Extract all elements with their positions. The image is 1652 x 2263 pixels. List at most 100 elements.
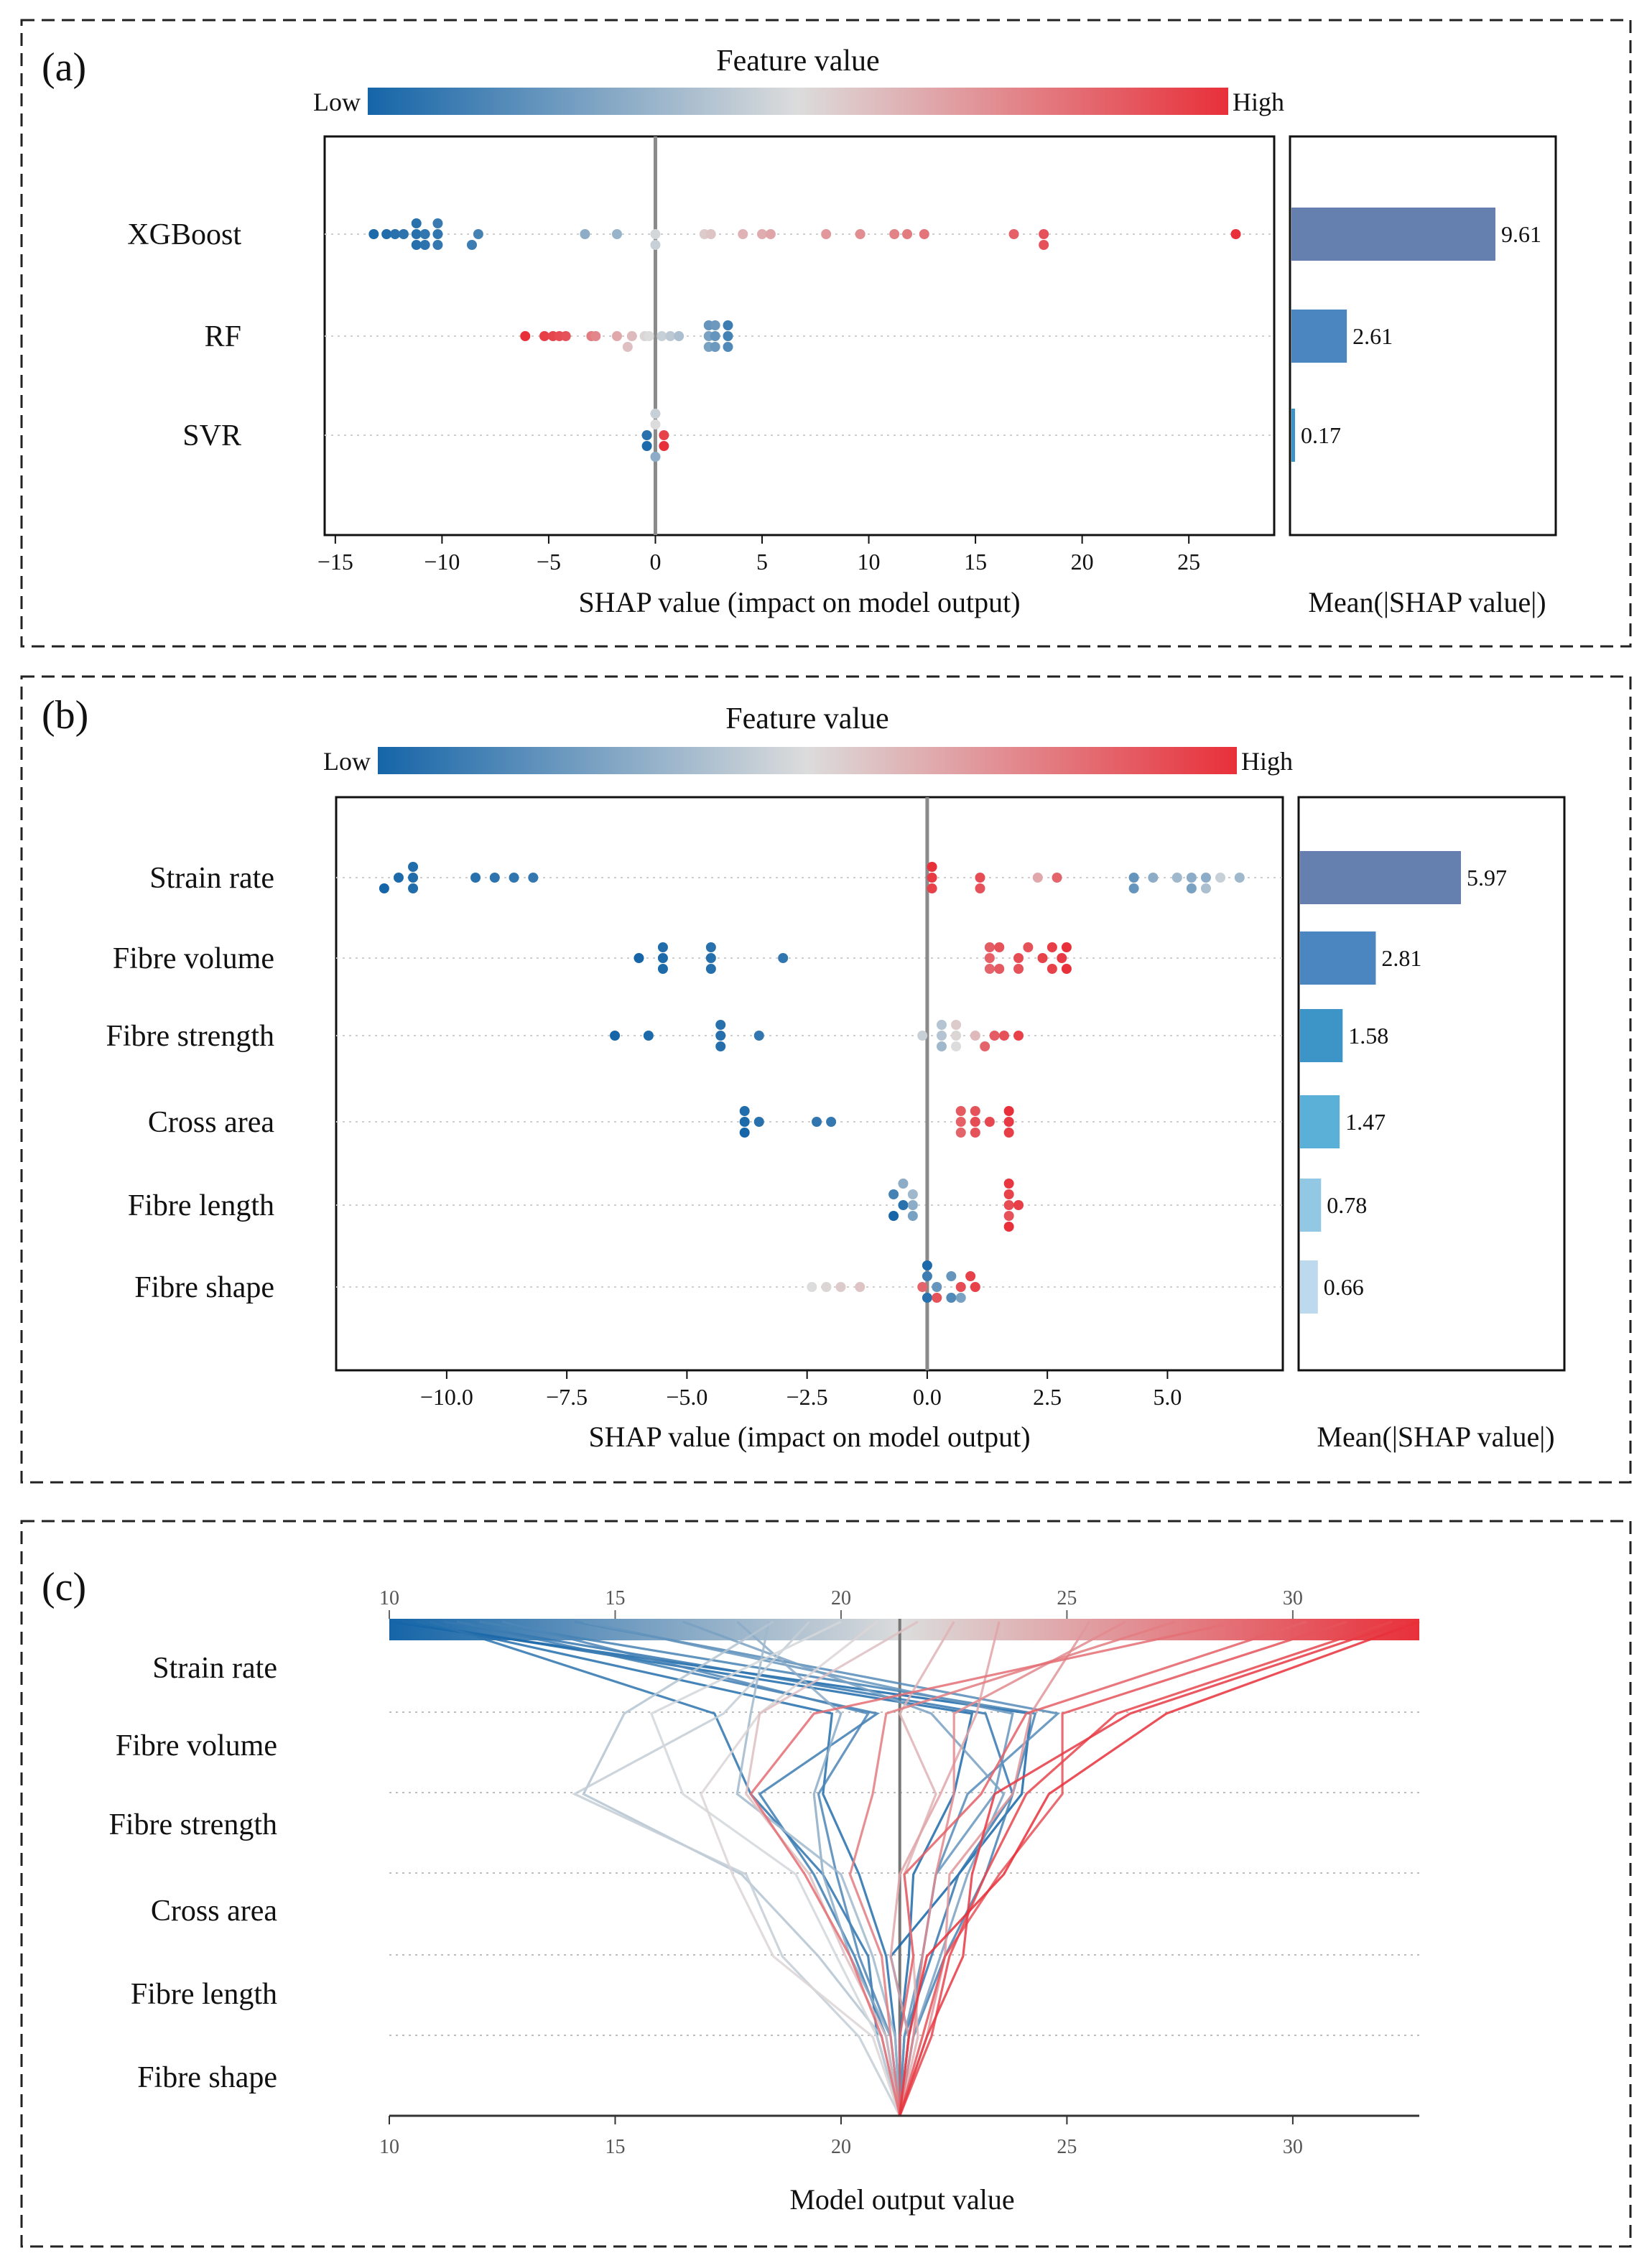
shap-point-cross-area bbox=[970, 1128, 980, 1138]
shap-point-fibre-shape bbox=[917, 1282, 928, 1292]
panel-b-beeswarm: Feature value Low High Strain rate Fibre vol… bbox=[106, 702, 1566, 1453]
shap-point-strain-rate bbox=[1215, 873, 1226, 883]
decision-path bbox=[649, 1620, 901, 2116]
shap-point-strain-rate bbox=[1200, 873, 1211, 883]
shap-point-fibre-volume bbox=[1037, 953, 1048, 963]
x-tick-label: 10 bbox=[858, 549, 881, 575]
x-axis-title: SHAP value (impact on model output) bbox=[578, 586, 1020, 618]
shap-point-fibre-volume bbox=[1061, 942, 1072, 952]
mean-shap-value-fibre-length: 0.78 bbox=[1327, 1192, 1367, 1218]
colorbar-tick-label: 30 bbox=[1283, 1587, 1303, 1609]
shap-point-fibre-strength bbox=[951, 1031, 962, 1041]
shap-point-fibre-length bbox=[898, 1179, 909, 1189]
shap-point-strain-rate bbox=[509, 873, 519, 883]
shap-point-xgboost bbox=[919, 229, 929, 239]
shap-point-rf bbox=[723, 342, 733, 352]
shap-point-fibre-volume bbox=[705, 942, 716, 952]
shap-point-strain-rate bbox=[927, 873, 937, 883]
bar-axis-title: Mean(|SHAP value|) bbox=[1317, 1421, 1554, 1453]
mean-shap-value-cross-area: 1.47 bbox=[1345, 1109, 1386, 1135]
shap-point-fibre-strength bbox=[936, 1020, 947, 1030]
colorbar-title: Feature value bbox=[725, 702, 888, 735]
shap-point-fibre-shape bbox=[922, 1271, 932, 1281]
shap-point-fibre-strength bbox=[980, 1041, 990, 1051]
mean-shap-value-fibre-shape: 0.66 bbox=[1324, 1274, 1364, 1300]
shap-point-rf bbox=[644, 331, 654, 341]
x-tick-label: 5 bbox=[756, 549, 768, 575]
shap-point-strain-rate bbox=[1148, 873, 1159, 883]
shap-point-fibre-shape bbox=[946, 1293, 957, 1303]
shap-point-xgboost bbox=[1008, 229, 1019, 239]
bar-axis-title: Mean(|SHAP value|) bbox=[1308, 586, 1546, 618]
decision-path bbox=[572, 1620, 901, 2116]
shap-point-xgboost bbox=[902, 229, 913, 239]
shap-point-fibre-shape bbox=[965, 1271, 976, 1281]
mean-shap-bar-strain-rate bbox=[1300, 851, 1461, 904]
x-tick-label: 15 bbox=[605, 2136, 625, 2158]
x-tick-label: −5.0 bbox=[666, 1384, 707, 1410]
x-tick-label: −5 bbox=[537, 549, 561, 575]
shap-point-fibre-strength bbox=[715, 1031, 726, 1041]
feature-label-svr: SVR bbox=[182, 419, 241, 452]
x-tick-label: −15 bbox=[317, 549, 353, 575]
shap-point-xgboost bbox=[821, 229, 832, 239]
shap-point-fibre-length bbox=[907, 1211, 918, 1221]
decision-path bbox=[899, 1620, 1420, 2116]
shap-point-cross-area bbox=[1003, 1117, 1014, 1127]
shap-point-strain-rate bbox=[1128, 873, 1139, 883]
shap-point-xgboost bbox=[855, 229, 866, 239]
shap-point-fibre-shape bbox=[955, 1293, 966, 1303]
shap-point-fibre-volume bbox=[657, 942, 668, 952]
shap-point-rf bbox=[611, 331, 622, 341]
mean-shap-bar-rf bbox=[1291, 310, 1347, 363]
mean-shap-value-fibre-strength: 1.58 bbox=[1348, 1023, 1388, 1049]
shap-point-strain-rate bbox=[975, 883, 985, 893]
shap-point-fibre-volume bbox=[984, 942, 995, 952]
shap-point-rf bbox=[560, 331, 571, 341]
shap-point-strain-rate bbox=[1171, 873, 1182, 883]
shap-point-rf bbox=[539, 331, 549, 341]
colorbar-high-label: High bbox=[1241, 747, 1293, 776]
shap-point-fibre-strength bbox=[643, 1031, 654, 1041]
x-tick-label: 30 bbox=[1283, 2136, 1303, 2158]
x-tick-label: 15 bbox=[964, 549, 987, 575]
shap-point-fibre-shape bbox=[922, 1293, 932, 1303]
feature-label-fibre-shape: Fibre shape bbox=[137, 2061, 277, 2094]
shap-point-fibre-volume bbox=[1013, 964, 1024, 974]
shap-point-strain-rate bbox=[975, 873, 985, 883]
shap-point-strain-rate bbox=[1234, 873, 1245, 883]
shap-point-xgboost bbox=[611, 229, 622, 239]
decision-path bbox=[899, 1620, 1126, 2116]
shap-point-xgboost bbox=[1039, 229, 1049, 239]
feature-label-cross-area: Cross area bbox=[151, 1895, 277, 1928]
shap-point-strain-rate bbox=[1032, 873, 1043, 883]
shap-point-fibre-shape bbox=[922, 1260, 932, 1270]
feature-label-rf: RF bbox=[205, 320, 241, 353]
shap-point-strain-rate bbox=[408, 883, 419, 893]
feature-label-strain-rate: Strain rate bbox=[149, 862, 274, 895]
panel-a-beeswarm: Feature value Low High XGBoost RF SVR −15 −10 −5… bbox=[127, 45, 1557, 618]
shap-point-xgboost bbox=[411, 240, 422, 250]
shap-point-cross-area bbox=[984, 1117, 995, 1127]
decision-path bbox=[745, 1620, 919, 2116]
shap-point-svr bbox=[641, 430, 652, 440]
decision-path bbox=[899, 1620, 1307, 2116]
shap-point-cross-area bbox=[812, 1117, 822, 1127]
shap-point-fibre-strength bbox=[951, 1020, 962, 1030]
shap-point-fibre-volume bbox=[994, 964, 1005, 974]
shap-point-fibre-shape bbox=[835, 1282, 846, 1292]
shap-point-cross-area bbox=[739, 1117, 750, 1127]
decision-path bbox=[899, 1620, 1406, 2116]
bar-axes-frame bbox=[1297, 796, 1566, 1372]
x-tick-label: 25 bbox=[1177, 549, 1200, 575]
mean-shap-bar-xgboost bbox=[1291, 208, 1495, 261]
shap-point-strain-rate bbox=[1186, 883, 1197, 893]
shap-point-cross-area bbox=[955, 1117, 966, 1127]
shap-point-svr bbox=[650, 419, 661, 429]
shap-point-xgboost bbox=[432, 229, 443, 239]
x-tick-label: 0.0 bbox=[913, 1384, 942, 1410]
shap-point-rf bbox=[626, 331, 637, 341]
shap-point-xgboost bbox=[368, 229, 379, 239]
shap-point-fibre-length bbox=[888, 1211, 899, 1221]
shap-point-xgboost bbox=[419, 240, 430, 250]
